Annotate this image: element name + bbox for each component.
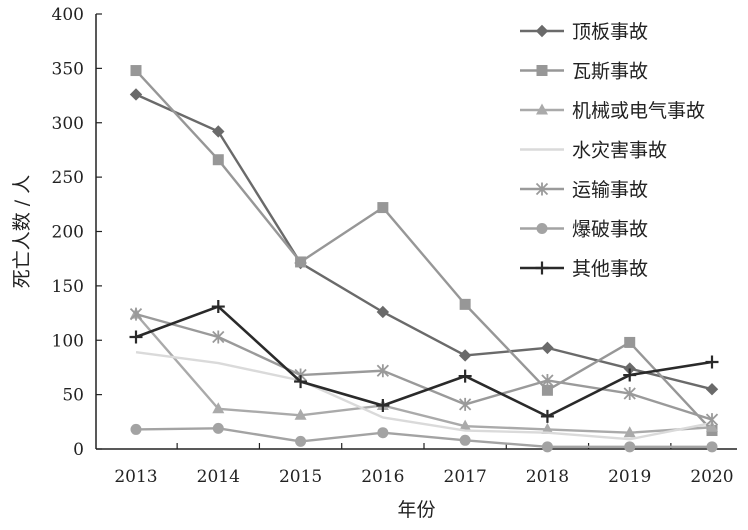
y-tick-label: 150 [52, 277, 84, 297]
x-tick-label: 2013 [114, 467, 157, 487]
series-line-7 [135, 305, 713, 418]
data-point-s5 [541, 373, 554, 387]
x-axis-title: 年份 [397, 499, 435, 521]
data-point-s7 [540, 409, 554, 423]
data-point-s6 [459, 434, 471, 446]
x-tick-label: 2018 [526, 467, 569, 487]
legend-label-5: 运输事故 [572, 179, 648, 201]
data-point-s2 [130, 65, 142, 77]
legend-label-1: 顶板事故 [572, 21, 648, 43]
series-line-1 [135, 93, 713, 391]
data-point-s2 [459, 298, 471, 310]
legend-label-6: 爆破事故 [572, 219, 648, 241]
data-point-s7 [211, 300, 225, 314]
y-tick-label: 50 [62, 386, 84, 406]
legend-label-4: 水灾害事故 [572, 140, 667, 162]
data-point-s7 [294, 375, 308, 389]
data-point-s2 [541, 384, 553, 396]
legend-marker-2 [536, 65, 548, 76]
legend-label-2: 瓦斯事故 [572, 61, 648, 83]
data-point-s6 [130, 423, 142, 435]
data-point-s6 [624, 441, 636, 453]
data-point-s2 [295, 256, 307, 268]
series-line-4 [135, 351, 713, 441]
data-point-s7 [376, 399, 390, 412]
y-tick-label: 0 [73, 440, 84, 460]
data-point-s2 [212, 154, 224, 166]
data-point-s6 [377, 427, 389, 439]
y-tick-label: 300 [52, 114, 84, 134]
data-point-s5 [459, 397, 472, 411]
data-point-s6 [212, 422, 224, 434]
series-line-5 [135, 312, 713, 421]
data-point-s1 [129, 88, 143, 101]
data-point-s1 [705, 382, 719, 396]
y-tick-label: 250 [52, 168, 84, 188]
data-point-s2 [377, 202, 389, 214]
series-line-3 [135, 313, 713, 434]
data-point-s5 [705, 413, 719, 427]
legend-marker-3 [536, 103, 548, 115]
data-point-s5 [623, 387, 636, 401]
data-point-s7 [458, 369, 472, 383]
x-tick-label: 2017 [444, 467, 487, 487]
legend-label-7: 其他事故 [572, 258, 648, 280]
data-point-s7 [623, 368, 637, 382]
data-point-s5 [129, 307, 143, 321]
data-point-s1 [376, 305, 390, 319]
data-point-s2 [624, 336, 636, 348]
y-tick-label: 350 [52, 59, 84, 79]
x-tick-label: 2016 [361, 467, 404, 487]
legend-marker-5 [535, 182, 549, 196]
data-point-s1 [212, 125, 225, 138]
y-tick-label: 200 [52, 223, 84, 243]
x-tick-label: 2020 [690, 467, 733, 487]
data-point-s5 [376, 364, 389, 378]
x-tick-label: 2019 [608, 467, 651, 487]
series-line-2 [135, 69, 713, 432]
data-point-s6 [295, 435, 307, 447]
x-tick-label: 2015 [279, 467, 322, 487]
series-line-6 [135, 427, 712, 449]
data-point-s3 [212, 402, 225, 414]
data-point-s6 [706, 441, 718, 453]
data-point-s7 [705, 355, 719, 369]
data-point-s3 [294, 408, 307, 420]
data-point-s5 [212, 330, 225, 344]
y-tick-label: 400 [52, 5, 84, 25]
x-tick-label: 2014 [197, 467, 240, 487]
legend-label-3: 机械或电气事故 [572, 100, 705, 122]
data-point-s7 [129, 330, 143, 344]
data-point-s3 [623, 426, 636, 438]
data-point-s1 [458, 349, 472, 362]
y-axis-title: 死亡人数 / 人 [11, 175, 33, 288]
legend-marker-1 [535, 24, 549, 38]
data-point-s1 [541, 341, 554, 355]
data-point-s3 [459, 419, 472, 431]
y-tick-label: 100 [52, 331, 84, 351]
legend-marker-6 [536, 223, 548, 234]
data-point-s3 [541, 422, 554, 434]
data-point-s6 [541, 441, 553, 453]
data-point-s3 [706, 420, 718, 432]
legend-marker-7 [535, 261, 549, 275]
